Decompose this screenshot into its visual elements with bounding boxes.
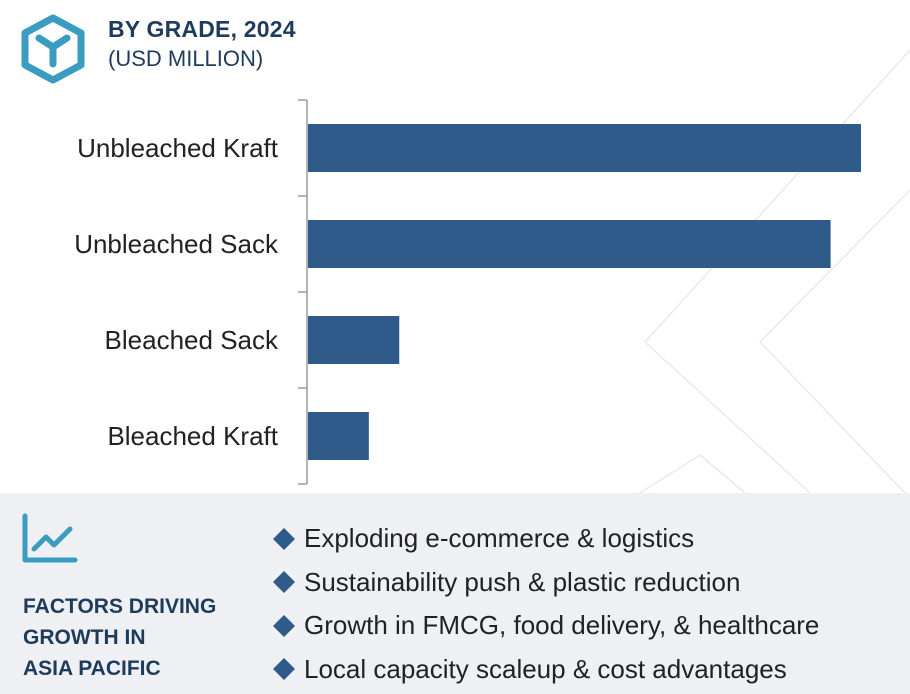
factor-item: Local capacity scaleup & cost advantages	[272, 648, 819, 692]
trend-chart-icon	[22, 513, 78, 563]
factors-list: Exploding e-commerce & logistics Sustain…	[272, 517, 819, 691]
factor-item: Exploding e-commerce & logistics	[272, 517, 819, 561]
chart-title: BY GRADE, 2024	[108, 16, 296, 42]
factors-title-line: FACTORS DRIVING	[23, 595, 217, 618]
category-label: Bleached Sack	[105, 325, 279, 355]
bar	[308, 412, 369, 460]
factors-title-line: ASIA PACIFIC	[23, 657, 161, 680]
factors-title-line: GROWTH IN	[23, 626, 146, 649]
cube-logo-icon	[21, 14, 85, 84]
factor-item: Sustainability push & plastic reduction	[272, 561, 819, 605]
category-labels: Unbleached Kraft Unbleached Sack Bleached …	[74, 133, 279, 451]
bar-chart: Unbleached Kraft Unbleached Sack Bleached …	[74, 99, 861, 485]
bar	[308, 316, 400, 364]
diamond-bullet-icon	[273, 658, 295, 681]
factor-text: Sustainability push & plastic reduction	[304, 566, 741, 597]
factors-panel	[0, 493, 910, 694]
diamond-bullet-icon	[273, 571, 295, 594]
factor-item: Growth in FMCG, food delivery, & healthc…	[272, 604, 819, 648]
diamond-bullet-icon	[273, 527, 295, 550]
chart-subtitle: (USD MILLION)	[108, 46, 264, 71]
bar	[308, 220, 831, 268]
factor-text: Exploding e-commerce & logistics	[304, 523, 695, 554]
factors-title: FACTORS DRIVING GROWTH IN ASIA PACIFIC	[23, 591, 243, 684]
bar	[308, 124, 861, 172]
category-label: Unbleached Sack	[74, 229, 279, 259]
category-label: Unbleached Kraft	[77, 133, 279, 163]
category-label: Bleached Kraft	[107, 421, 278, 451]
diamond-bullet-icon	[273, 614, 295, 637]
bars	[308, 124, 861, 460]
factor-text: Local capacity scaleup & cost advantages	[304, 653, 787, 684]
y-axis	[298, 99, 308, 485]
factor-text: Growth in FMCG, food delivery, & healthc…	[304, 610, 820, 641]
